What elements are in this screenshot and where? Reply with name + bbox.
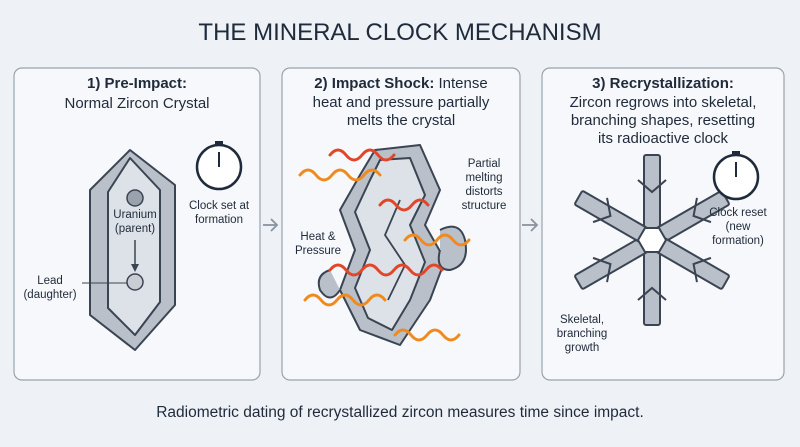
text-line: Intense	[438, 75, 487, 92]
text-line: Clock reset	[709, 207, 767, 219]
melting-crystal	[317, 144, 467, 346]
label: Clock set at formation	[189, 200, 250, 226]
text-line: distorts	[465, 186, 502, 198]
panel-text: Zircon regrows into skeletal,	[570, 94, 757, 111]
label: Partial melting distorts structure	[462, 158, 507, 212]
heat-waves	[298, 148, 471, 342]
footer: Radiometric dating of recrystallized zir…	[156, 404, 644, 421]
text-line: 2) Impact Shock:	[314, 75, 434, 92]
label: Clock reset (new formation)	[709, 207, 767, 247]
text-line: Uranium	[113, 209, 156, 221]
panel-text: branching shapes, resetting	[571, 112, 755, 129]
text-line: Clock set at	[189, 200, 250, 212]
text-line: (parent)	[115, 223, 155, 235]
label: Uranium (parent)	[113, 209, 156, 235]
label: Lead (daughter)	[23, 275, 76, 301]
text-line: structure	[462, 200, 507, 212]
clock-icon	[195, 141, 243, 191]
text-line: growth	[565, 342, 600, 354]
zircon-crystal	[82, 149, 176, 351]
skeletal-crystal	[574, 154, 730, 326]
title: THE MINERAL CLOCK MECHANISM	[198, 19, 601, 46]
text-line: (new	[726, 221, 752, 233]
text-line: formation)	[712, 235, 764, 247]
text-line: Pressure	[295, 245, 341, 257]
text-line: melting	[465, 172, 502, 184]
panel-heading: 2) Impact Shock: Intense	[314, 75, 487, 92]
text-line: Heat &	[300, 231, 335, 243]
panel-text: melts the crystal	[347, 112, 455, 129]
panel-text: its radioactive clock	[598, 130, 729, 147]
text-line: (daughter)	[23, 289, 76, 301]
label: Heat & Pressure	[295, 231, 341, 257]
panel-text: Normal Zircon Crystal	[64, 95, 209, 112]
clock-icon	[712, 151, 760, 201]
text-line: Partial	[468, 158, 501, 170]
text-line: formation	[195, 214, 243, 226]
label: Skeletal, branching growth	[557, 314, 608, 354]
text-line: Lead	[37, 275, 63, 287]
panel-text: heat and pressure partially	[313, 94, 490, 111]
panel-heading: 1) Pre-Impact:	[87, 75, 187, 92]
panel-heading: 3) Recrystallization:	[592, 75, 734, 92]
text-line: branching	[557, 328, 608, 340]
arrow	[522, 218, 539, 232]
arrow	[263, 218, 279, 232]
text-line: Skeletal,	[560, 314, 604, 326]
